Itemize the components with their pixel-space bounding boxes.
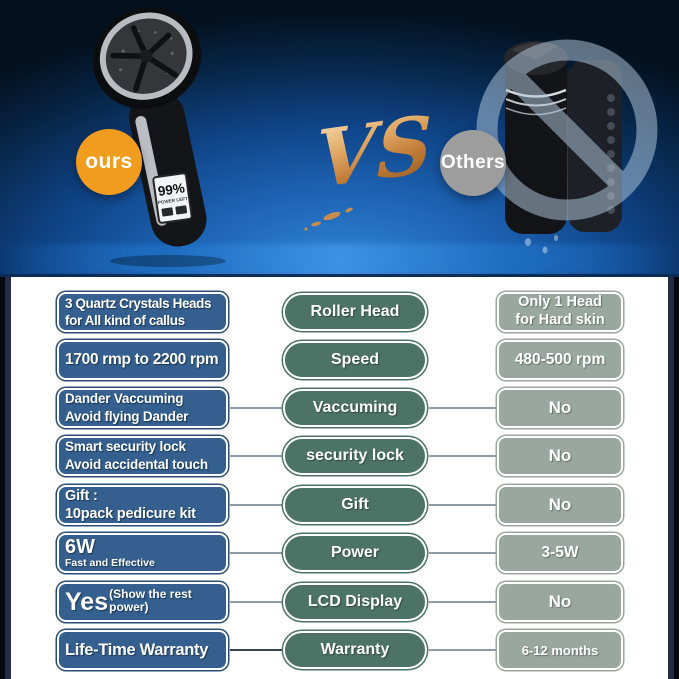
connector-line <box>230 455 283 457</box>
ours-feature-box: Yes (Show the rest power) <box>57 582 228 622</box>
others-feature-box: 480-500 rpm <box>497 340 623 380</box>
feature-pill: LCD Display <box>283 583 427 621</box>
comparison-row-vaccuming: Dander Vaccuming Avoid flying Dander Vac… <box>11 388 668 428</box>
connector-line <box>429 504 497 506</box>
feature-label: Speed <box>330 351 379 368</box>
ours-badge-label: ours <box>85 150 133 173</box>
others-text: 3-5W <box>541 544 579 561</box>
feature-label: LCD Display <box>307 593 403 610</box>
others-feature-box: 3-5W <box>497 533 623 573</box>
comparison-row-power: 6W Fast and Effective Power 3-5W <box>11 533 668 573</box>
connector-line <box>230 504 283 506</box>
device-shadow <box>110 255 226 267</box>
feature-label: Vaccuming <box>312 399 398 416</box>
connector-line <box>230 407 283 409</box>
ours-text: (Show the rest power) <box>109 587 192 614</box>
connector-line <box>429 601 497 603</box>
comparison-row-security-lock: Smart security lock Avoid accidental tou… <box>11 436 668 476</box>
ours-text: Dander Vaccuming <box>65 391 184 407</box>
feature-pill: security lock <box>283 437 427 475</box>
others-text: No <box>548 398 572 417</box>
others-badge-label: Others <box>440 152 506 173</box>
comparison-row-roller-head: 3 Quartz Crystals Heads for All kind of … <box>11 292 668 332</box>
others-text: No <box>548 446 572 465</box>
comparison-row-speed: 1700 rmp to 2200 rpm Speed 480-500 rpm <box>11 340 668 380</box>
connector-line <box>429 455 497 457</box>
others-feature-box: No <box>497 436 623 476</box>
hero-illustration: 99% POWER LEFT <box>92 7 658 267</box>
comparison-row-gift: Gift : 10pack pedicure kit Gift No <box>11 485 668 525</box>
ours-text: 6W <box>65 535 95 558</box>
ours-feature-box: 3 Quartz Crystals Heads for All kind of … <box>57 292 228 332</box>
lcd-percent: 99% <box>157 180 186 199</box>
ours-feature-box: 6W Fast and Effective <box>57 533 228 573</box>
ours-text: for All kind of callus <box>65 313 185 328</box>
connector-line <box>230 601 283 603</box>
feature-pill: Speed <box>283 341 427 379</box>
blue-glow <box>0 244 679 274</box>
ours-text: Smart security lock <box>65 439 186 455</box>
others-text: Only 1 Head <box>518 294 602 311</box>
others-device <box>476 39 658 254</box>
connector-line <box>429 649 497 651</box>
others-feature-box: No <box>497 485 623 525</box>
connector-line <box>429 552 497 554</box>
ours-feature-box: Life-Time Warranty <box>57 630 228 670</box>
others-feature-box: No <box>497 388 623 428</box>
ours-feature-box: Gift : 10pack pedicure kit <box>57 485 228 525</box>
roller-head <box>92 7 202 109</box>
prohibition-icon <box>476 39 658 221</box>
others-badge: Others <box>440 130 506 196</box>
ours-text: 1700 rmp to 2200 rpm <box>65 351 219 368</box>
paint-splash <box>304 207 353 231</box>
lcd-screen: 99% POWER LEFT <box>152 172 193 224</box>
vs-text: VS <box>316 98 433 207</box>
feature-label: security lock <box>306 447 404 464</box>
ours-badge: ours <box>76 129 142 195</box>
others-text: No <box>548 592 572 611</box>
ours-text: 10pack pedicure kit <box>65 506 196 522</box>
others-text: 6-12 months <box>521 642 599 658</box>
ours-device: 99% POWER LEFT <box>92 7 207 247</box>
ours-text: Gift : <box>65 487 98 504</box>
ours-text: Yes <box>65 587 109 616</box>
connector-line <box>429 407 497 409</box>
ours-text: Life-Time Warranty <box>65 640 209 659</box>
comparison-row-lcd-display: Yes (Show the rest power) LCD Display No <box>11 582 668 622</box>
feature-pill: Warranty <box>283 631 427 669</box>
comparison-row-warranty: Life-Time Warranty Warranty 6-12 months <box>11 630 668 670</box>
feature-label: Gift <box>341 496 369 513</box>
feature-label: Roller Head <box>310 303 400 320</box>
connector-line <box>230 649 283 651</box>
lcd-caption: POWER LEFT <box>158 196 189 205</box>
ours-text: 3 Quartz Crystals Heads <box>65 295 212 311</box>
ours-text: Avoid accidental touch <box>65 457 208 472</box>
hero-section: 99% POWER LEFT <box>0 0 679 277</box>
water-droplets <box>525 235 558 254</box>
ours-feature-box: Dander Vaccuming Avoid flying Dander <box>57 388 228 428</box>
others-text: No <box>548 495 572 514</box>
feature-pill: Roller Head <box>283 293 427 331</box>
comparison-table: 3 Quartz Crystals Heads for All kind of … <box>11 277 668 679</box>
ours-feature-box: 1700 rmp to 2200 rpm <box>57 340 228 380</box>
others-text: for Hard skin <box>515 312 605 328</box>
ours-text: Avoid flying Dander <box>65 409 189 424</box>
feature-pill: Power <box>283 534 427 572</box>
feature-pill: Vaccuming <box>283 389 427 427</box>
connector-line <box>230 552 283 554</box>
others-feature-box: No <box>497 582 623 622</box>
feature-label: Power <box>330 544 379 561</box>
feature-pill: Gift <box>283 486 427 524</box>
ours-text: Fast and Effective <box>65 556 155 569</box>
others-feature-box: Only 1 Head for Hard skin <box>497 292 623 332</box>
ours-feature-box: Smart security lock Avoid accidental tou… <box>57 436 228 476</box>
feature-label: Warranty <box>320 641 390 658</box>
others-feature-box: 6-12 months <box>497 630 623 670</box>
others-text: 480-500 rpm <box>514 351 606 368</box>
